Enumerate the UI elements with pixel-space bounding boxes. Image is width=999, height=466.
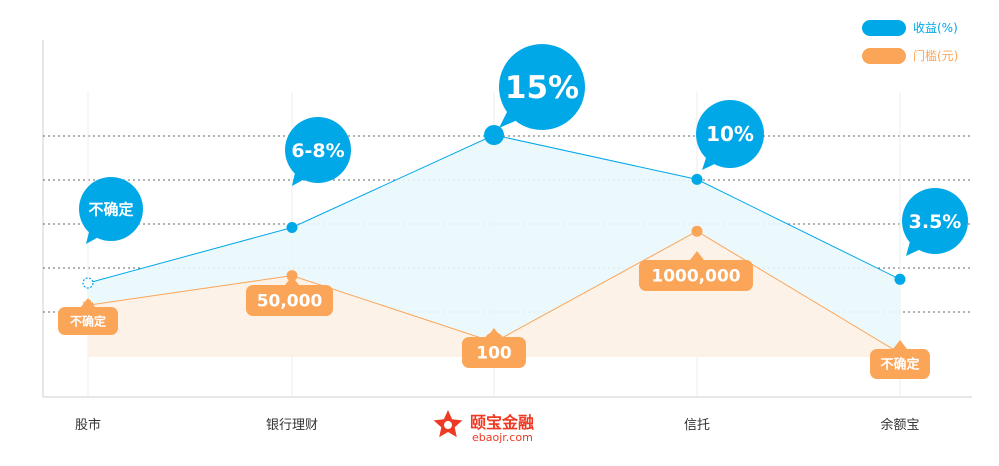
threshold-label-tag: 1000,000: [639, 251, 753, 291]
bubble-circle: [902, 188, 968, 254]
point-threshold: [691, 225, 703, 237]
return-label-bubble: 3.5%: [902, 188, 968, 256]
return-label-bubble: 15%: [499, 44, 585, 130]
return-label-bubble: 10%: [696, 100, 764, 170]
category-label: 股市: [75, 417, 101, 433]
return-label: 6-8%: [291, 140, 344, 162]
return-label: 3.5%: [909, 211, 962, 233]
return-label: 10%: [706, 122, 754, 146]
point-returns: [82, 277, 94, 289]
tag-box: [639, 260, 753, 291]
tag-pointer: [690, 251, 704, 260]
threshold-label: 不确定: [880, 357, 919, 373]
legend-label: 收益(%): [913, 21, 958, 35]
tag-box: [246, 285, 333, 316]
point-threshold: [286, 270, 298, 282]
threshold-label: 100: [476, 344, 512, 364]
tag-pointer: [285, 276, 299, 285]
tag-box: [462, 337, 526, 368]
threshold-label-tag: 100: [462, 328, 526, 368]
return-label: 15%: [505, 70, 579, 106]
point-returns: [484, 125, 504, 145]
legend-swatch: [862, 48, 906, 64]
legend-item: 门槛(元): [862, 48, 958, 64]
point-returns: [691, 173, 703, 185]
return-label-bubble: 不确定: [79, 177, 143, 244]
logo-name: 颐宝金融: [470, 413, 534, 432]
tag-box: [58, 307, 118, 335]
category-label: 余额宝: [880, 417, 919, 433]
bubble-circle: [79, 177, 143, 241]
threshold-label-tag: 不确定: [870, 340, 930, 379]
point-returns: [894, 273, 906, 285]
category-label: 信托: [684, 418, 710, 433]
tag-pointer: [893, 340, 907, 349]
logo-center: [444, 421, 452, 429]
return-label: 不确定: [88, 200, 133, 218]
category-label: 银行理财: [266, 418, 318, 433]
bubble-circle: [499, 44, 585, 130]
threshold-label: 1000,000: [651, 267, 740, 287]
legend-label: 门槛(元): [913, 48, 958, 63]
tag-pointer: [487, 328, 501, 337]
bubble-tail: [499, 110, 522, 128]
tag-pointer: [81, 298, 95, 307]
threshold-label-tag: 50,000: [246, 276, 333, 316]
bubble-circle: [285, 117, 351, 183]
legend-item: 收益(%): [862, 20, 958, 36]
point-returns: [286, 222, 298, 233]
bubble-circle: [696, 100, 764, 168]
return-label-bubble: 6-8%: [285, 117, 351, 186]
logo-url: ebaojr.com: [472, 431, 533, 444]
tag-box: [870, 349, 930, 379]
brand-logo: 颐宝金融 ebaojr.com: [433, 410, 534, 444]
threshold-label: 50,000: [257, 292, 323, 312]
threshold-label: 不确定: [70, 313, 106, 328]
threshold-label-tag: 不确定: [58, 298, 118, 335]
legend-swatch: [862, 20, 906, 36]
